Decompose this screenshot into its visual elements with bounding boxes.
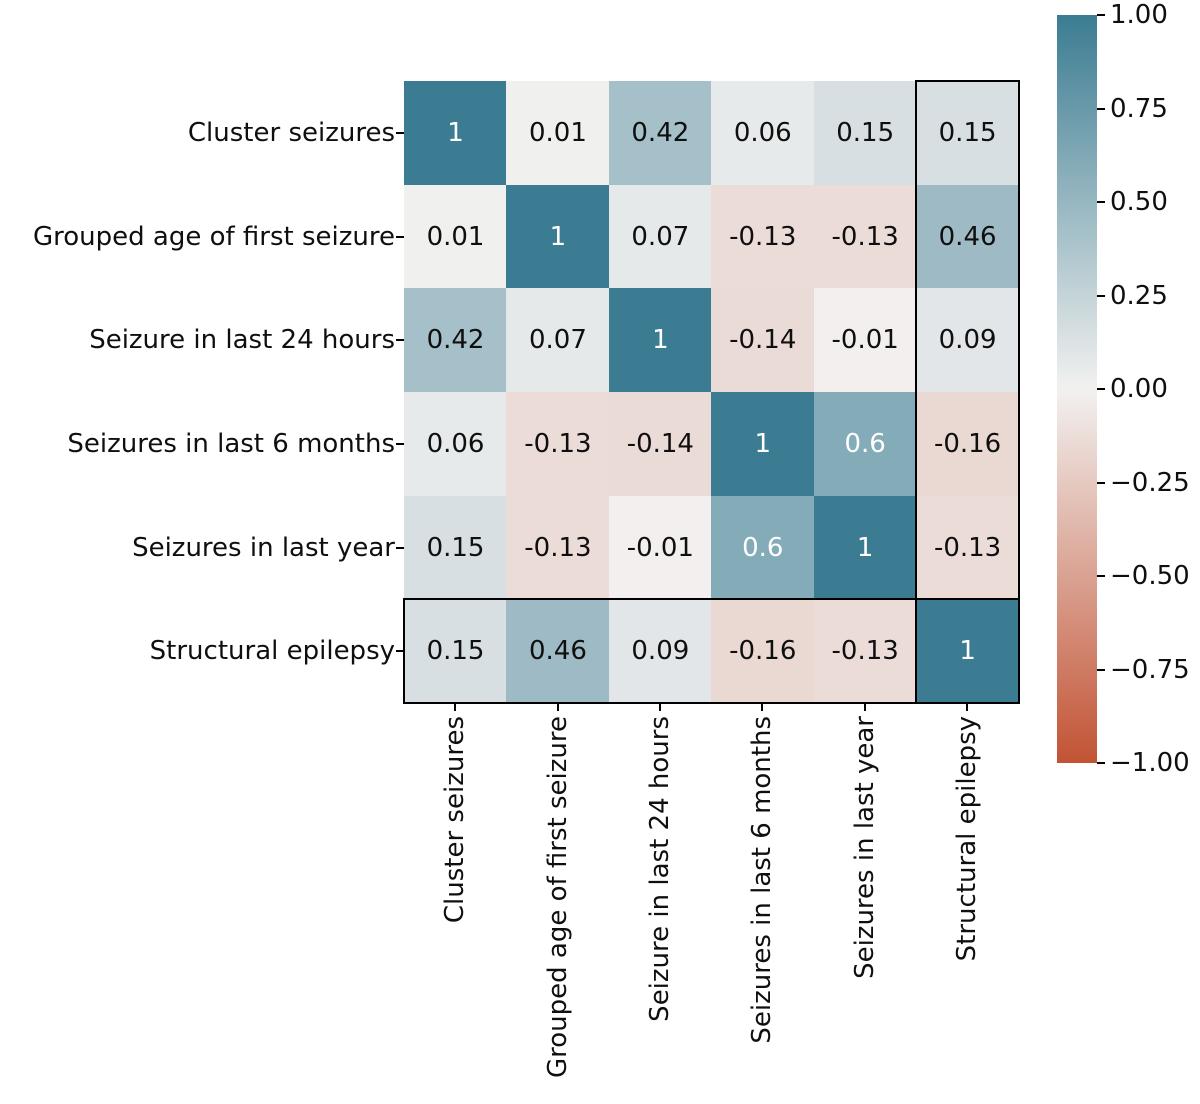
heatmap-cell: 0.06 (711, 81, 815, 186)
heatmap-cell: -0.13 (916, 495, 1020, 600)
heatmap-cell: -0.16 (916, 392, 1020, 497)
colorbar-tick-mark (1096, 14, 1105, 16)
x-axis-label: Cluster seizures (440, 716, 471, 924)
heatmap-cell: -0.14 (711, 288, 815, 393)
heatmap-cell: 0.46 (506, 599, 610, 704)
colorbar-tick-mark (1096, 294, 1105, 297)
heatmap-cell: 0.09 (608, 599, 712, 704)
colorbar-gradient (1057, 15, 1097, 763)
x-tick-mark (556, 703, 559, 711)
x-tick-mark (966, 703, 969, 711)
colorbar-tick-mark (1096, 201, 1105, 203)
heatmap-cell: -0.13 (506, 495, 610, 600)
colorbar-tick-mark (1096, 388, 1105, 390)
heatmap-cell: 0.15 (404, 495, 508, 600)
heatmap-cell: -0.13 (813, 184, 917, 289)
y-axis-label: Grouped age of first seizure (32, 221, 395, 252)
colorbar-tick-label: 1.00 (1110, 0, 1168, 30)
heatmap-cell: 0.42 (608, 81, 712, 186)
x-axis-label: Seizures in last 6 months (747, 716, 778, 1044)
heatmap-cell: 0.42 (404, 288, 508, 393)
y-tick-mark (396, 235, 404, 238)
colorbar-tick-label: −1.00 (1110, 748, 1190, 778)
heatmap-cell: -0.01 (813, 288, 917, 393)
x-tick-mark (863, 703, 866, 711)
heatmap-cell: 0.6 (813, 392, 917, 497)
colorbar-tick-label: 0.00 (1110, 374, 1168, 404)
heatmap-cell: -0.13 (711, 184, 815, 289)
x-axis-label: Structural epilepsy (952, 716, 983, 962)
heatmap-cell: -0.14 (608, 392, 712, 497)
y-tick-mark (396, 442, 404, 445)
heatmap-cell: 0.01 (506, 81, 610, 186)
colorbar-tick-mark (1096, 481, 1105, 484)
heatmap-cell: 0.07 (608, 184, 712, 289)
heatmap-cell: 1 (404, 81, 508, 186)
x-tick-mark (761, 703, 764, 711)
y-axis-label: Seizures in last 6 months (67, 428, 395, 459)
heatmap-cell: 0.6 (711, 495, 815, 600)
colorbar-tick-mark (1096, 668, 1105, 671)
y-tick-mark (396, 650, 404, 653)
y-tick-mark (396, 131, 404, 134)
heatmap-cell: 1 (711, 392, 815, 497)
colorbar-tick-label: −0.50 (1110, 561, 1190, 591)
y-tick-mark (396, 546, 404, 549)
heatmap-cell: 0.09 (916, 288, 1020, 393)
colorbar-tick-label: −0.75 (1110, 654, 1190, 685)
x-tick-mark (659, 703, 662, 711)
heatmap-cell: 0.06 (404, 392, 508, 497)
colorbar-tick-label: 0.50 (1110, 187, 1168, 217)
heatmap-cell: 1 (813, 495, 917, 600)
heatmap-cell: -0.13 (506, 392, 610, 497)
heatmap-cell: -0.16 (711, 599, 815, 704)
heatmap-cell: 1 (506, 184, 610, 289)
colorbar-tick-label: 0.25 (1110, 280, 1168, 311)
x-axis-label: Seizure in last 24 hours (645, 716, 676, 1022)
colorbar-tick-mark (1096, 762, 1105, 764)
x-tick-mark (454, 703, 457, 711)
y-tick-mark (396, 339, 404, 342)
heatmap-cell: 1 (916, 599, 1020, 704)
heatmap-cell: -0.13 (813, 599, 917, 704)
heatmap-cell: 0.07 (506, 288, 610, 393)
colorbar-tick-mark (1096, 107, 1105, 110)
y-axis-label: Seizure in last 24 hours (89, 325, 395, 356)
x-axis-label: Seizures in last year (849, 716, 880, 979)
x-axis-label: Grouped age of first seizure (542, 716, 573, 1079)
colorbar-tick-label: −0.25 (1110, 467, 1190, 498)
heatmap-cell: 0.15 (813, 81, 917, 186)
y-axis-label: Structural epilepsy (149, 636, 395, 667)
y-axis-label: Cluster seizures (187, 117, 395, 148)
heatmap-cell: 1 (608, 288, 712, 393)
heatmap-cell: 0.46 (916, 184, 1020, 289)
heatmap-cell: -0.01 (608, 495, 712, 600)
heatmap-cell: 0.01 (404, 184, 508, 289)
y-axis-label: Seizures in last year (132, 532, 395, 563)
heatmap-cell: 0.15 (404, 599, 508, 704)
colorbar-tick-label: 0.75 (1110, 93, 1168, 124)
heatmap-cell: 0.15 (916, 81, 1020, 186)
colorbar-tick-mark (1096, 575, 1105, 577)
